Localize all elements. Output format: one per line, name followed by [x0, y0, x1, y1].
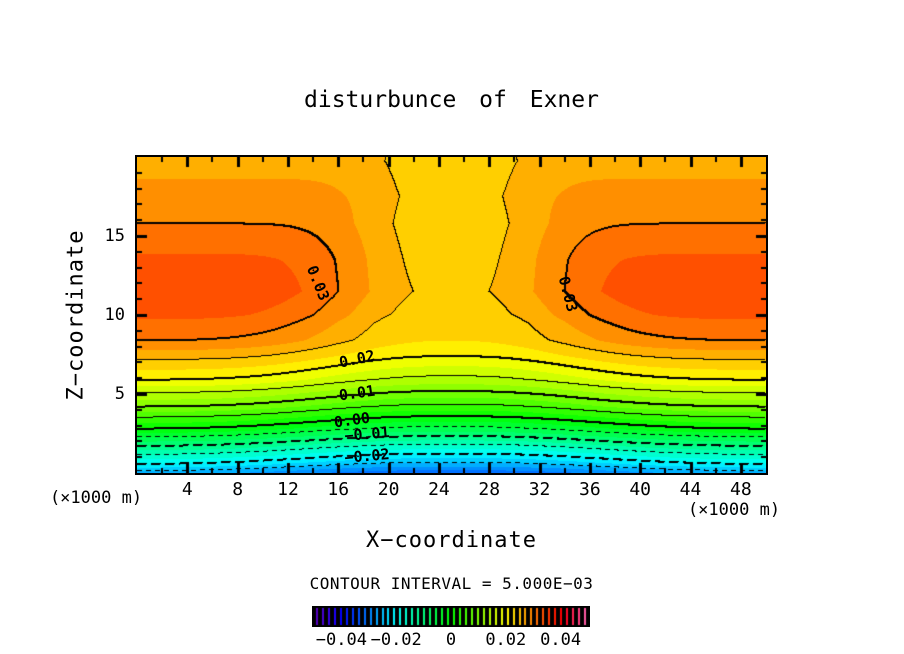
colorbar-tick-label: 0	[445, 630, 457, 650]
x-tick-label: 12	[277, 479, 299, 500]
x-tick-label: 8	[232, 479, 244, 500]
x-tick-label: 20	[377, 479, 400, 500]
z-tick-label: 5	[114, 384, 125, 404]
chart-title: disturbunce of Exner	[304, 87, 599, 113]
x-tick-label: 48	[729, 479, 752, 500]
colorbar-canvas	[312, 606, 590, 627]
colorbar-tick-label: −0.04	[315, 630, 367, 650]
x-axis-label: X−coordinate	[366, 528, 537, 553]
colorbar-tick-label: 0.02	[485, 630, 527, 650]
x-tick-label: 32	[528, 479, 551, 500]
contour-plot-canvas	[135, 155, 768, 475]
x-tick-label: 28	[478, 479, 501, 500]
x-tick-label: 36	[579, 479, 601, 500]
x-axis-unit: (×1000 m)	[687, 500, 781, 520]
colorbar-tick-label: −0.02	[370, 630, 422, 650]
x-tick-label: 16	[327, 479, 350, 500]
z-axis-unit: (×1000 m)	[49, 488, 143, 508]
colorbar-tick-label: 0.04	[540, 630, 582, 650]
contour-interval-text: CONTOUR INTERVAL = 5.000E−03	[309, 574, 594, 593]
z-tick-label: 15	[104, 226, 125, 246]
x-tick-label: 24	[428, 479, 450, 500]
z-tick-label: 10	[104, 305, 125, 325]
x-tick-label: 40	[629, 479, 652, 500]
x-tick-label: 44	[679, 479, 702, 500]
x-tick-label: 4	[181, 479, 193, 500]
